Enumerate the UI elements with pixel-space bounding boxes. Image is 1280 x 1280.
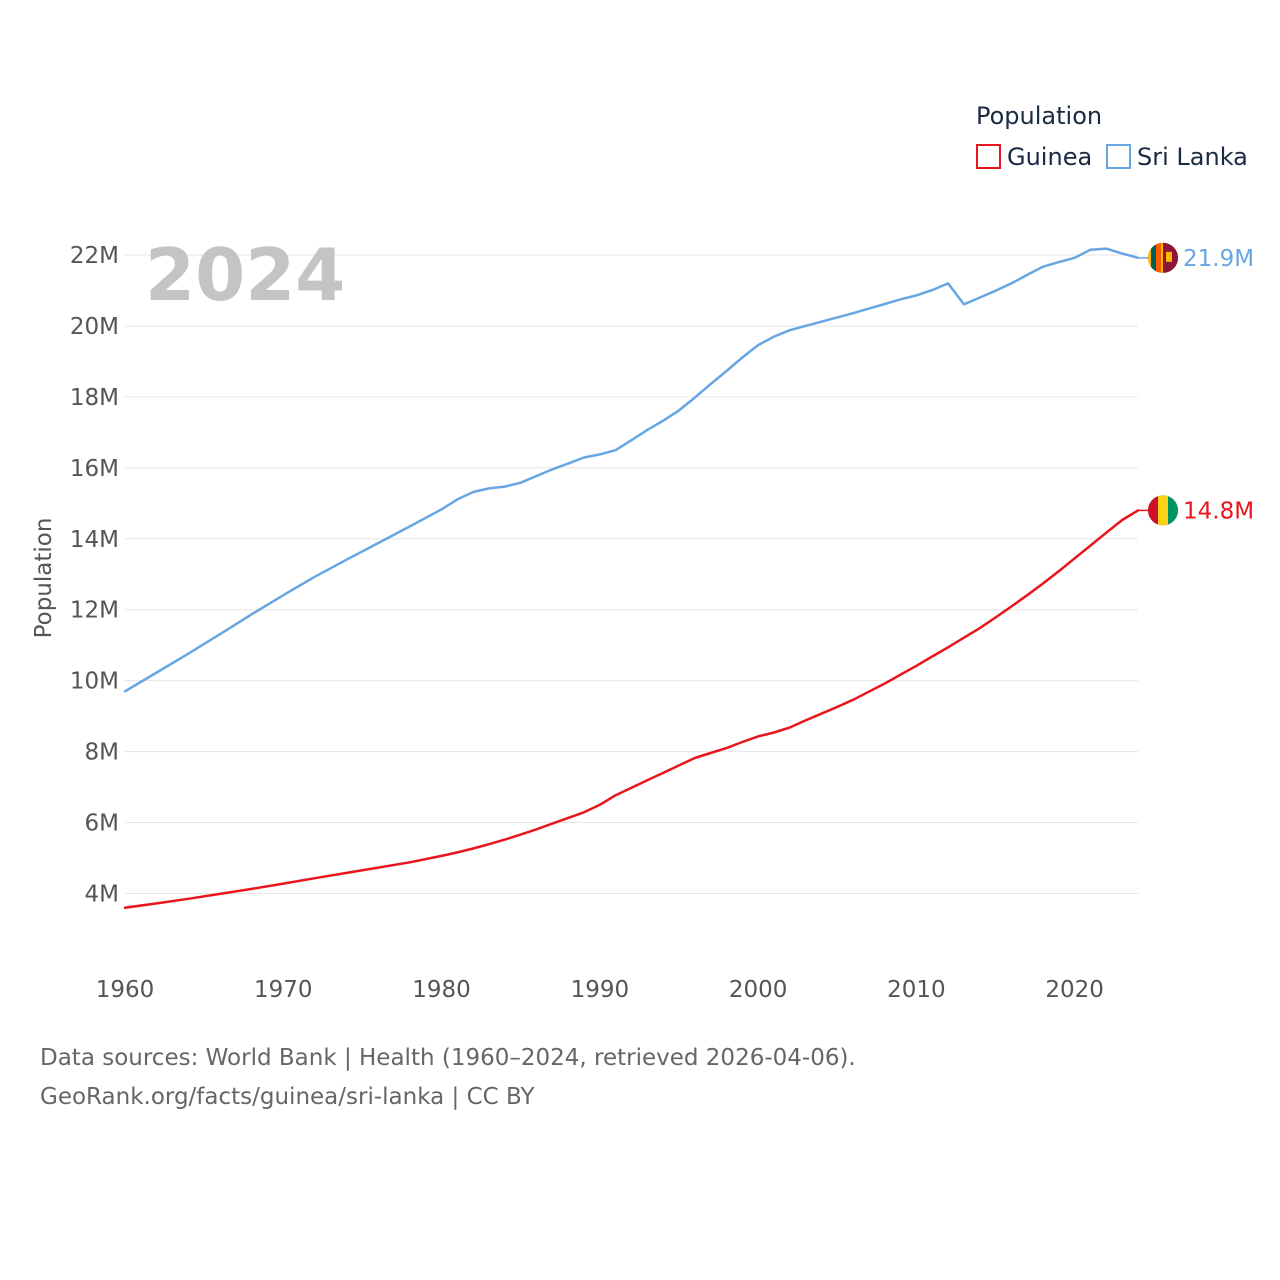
legend-label-guinea: Guinea: [1007, 143, 1092, 171]
end-value-label-sri-lanka: 21.9M: [1183, 246, 1254, 272]
year-label: 2024: [145, 233, 345, 317]
series-lines: [123, 247, 1140, 909]
y-tick-label: 20M: [70, 314, 119, 340]
legend-item-sri-lanka[interactable]: Sri Lanka: [1106, 143, 1248, 171]
series-line-sri-lanka[interactable]: [123, 247, 1140, 693]
y-tick-label: 18M: [70, 385, 119, 411]
x-axis-ticks: 1960 1970 1980 1990 2000 2010 2020: [96, 977, 1104, 1003]
footer-sources: Data sources: World Bank | Health (1960–…: [40, 1045, 856, 1071]
y-tick-label: 16M: [70, 456, 119, 482]
x-tick-label: 2000: [729, 977, 788, 1003]
y-tick-label: 22M: [70, 243, 119, 269]
y-axis-ticks: 4M 6M 8M 10M 12M 14M 16M 18M 20M 22M: [70, 243, 119, 908]
legend-swatch-guinea: [976, 144, 1001, 169]
x-tick-label: 1980: [412, 977, 471, 1003]
legend: Population Guinea Sri Lanka: [976, 102, 1248, 171]
y-tick-label: 14M: [70, 527, 119, 553]
x-tick-label: 1960: [96, 977, 155, 1003]
population-line-chart: 4M 6M 8M 10M 12M 14M 16M 18M 20M 22M 1960 1970 1980…: [31, 102, 1254, 1003]
series-end-guinea: 14.8M: [1138, 494, 1254, 526]
gridlines: [125, 254, 1138, 894]
y-tick-label: 6M: [85, 811, 119, 837]
legend-title: Population: [976, 102, 1102, 130]
legend-label-sri-lanka: Sri Lanka: [1137, 143, 1248, 171]
legend-item-guinea[interactable]: Guinea: [976, 143, 1092, 171]
series-end-markers: 14.8M 21.9M: [1138, 242, 1254, 526]
x-tick-label: 1990: [571, 977, 630, 1003]
flag-sri-lanka-icon: [1148, 242, 1178, 273]
y-axis-title: Population: [31, 518, 57, 639]
end-value-label-guinea: 14.8M: [1183, 498, 1254, 524]
y-tick-label: 4M: [85, 882, 119, 908]
y-tick-label: 12M: [70, 598, 119, 624]
flag-guinea-icon: [1148, 495, 1178, 526]
series-line-guinea[interactable]: [123, 509, 1140, 909]
y-tick-label: 10M: [70, 669, 119, 695]
legend-swatch-sri-lanka: [1106, 144, 1131, 169]
x-tick-label: 2010: [887, 977, 946, 1003]
x-tick-label: 1970: [254, 977, 313, 1003]
x-tick-label: 2020: [1045, 977, 1104, 1003]
footer-site-link[interactable]: GeoRank.org/facts/guinea/sri-lanka | CC …: [40, 1084, 535, 1110]
y-tick-label: 8M: [85, 740, 119, 766]
series-end-sri-lanka: 21.9M: [1138, 242, 1254, 274]
